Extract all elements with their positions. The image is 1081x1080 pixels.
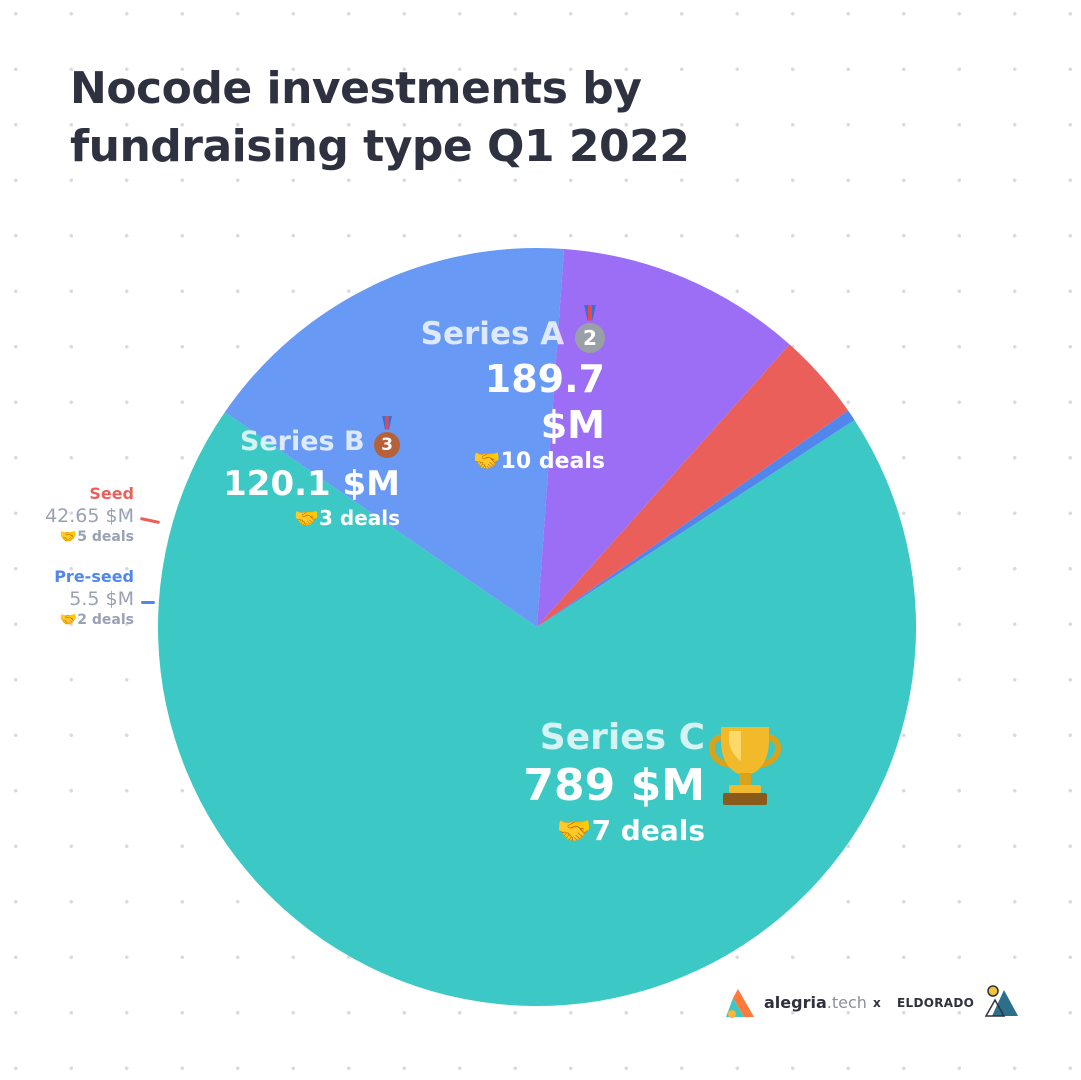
alegria-logo-icon (726, 989, 754, 1018)
handshake-icon: 🤝 (473, 449, 501, 474)
seed-deals: 5 deals (77, 529, 134, 545)
pie-slice-pre-seed (537, 410, 855, 627)
series-b-label: Series B 3 120.1 $M 🤝3 deals (200, 415, 400, 532)
series-a-label: Series A 2 189.7 $M 🤝10 deals (410, 304, 605, 476)
pre-seed-deals: 2 deals (77, 612, 134, 628)
pre-seed-label: Pre-seed 5.5 $M 🤝2 deals (20, 567, 134, 629)
title-line-2: fundraising type Q1 2022 (70, 121, 690, 172)
series-a-deals: 10 deals (500, 449, 605, 474)
bronze-medal-icon: 3 (374, 415, 400, 458)
series-c-name: Series C (539, 717, 705, 758)
silver-medal-icon: 2 (575, 304, 605, 353)
series-c-deals: 7 deals (591, 814, 705, 847)
series-b-deals: 3 deals (318, 506, 400, 530)
medal-rank: 2 (575, 322, 605, 353)
series-a-value: 189.7 $M (484, 357, 605, 447)
alegria-brand-name: alegria (764, 993, 827, 1012)
handshake-icon: 🤝 (59, 529, 78, 545)
pre-seed-value: 5.5 $M (69, 588, 134, 610)
pre-seed-leader-line (141, 601, 155, 604)
pre-seed-name: Pre-seed (54, 567, 134, 586)
handshake-icon: 🤝 (556, 814, 592, 847)
pie-slice-series-c (158, 412, 917, 1007)
series-b-name: Series B (239, 426, 365, 457)
eldorado-brand: ELDORADO (897, 996, 975, 1010)
series-a-name: Series A (420, 316, 565, 352)
alegria-brand: alegria.tech (764, 992, 867, 1014)
title-line-1: Nocode investments by (70, 63, 642, 114)
seed-label: Seed 42.65 $M 🤝5 deals (20, 484, 134, 546)
series-c-value: 789 $M (523, 760, 705, 811)
eldorado-logo-icon (984, 985, 1018, 1017)
pie-slice-seed (537, 344, 849, 627)
handshake-icon: 🤝 (59, 612, 78, 628)
series-b-value: 120.1 $M (223, 464, 400, 504)
handshake-icon: 🤝 (294, 506, 319, 530)
brand-separator: x (873, 996, 881, 1010)
chart-title: Nocode investments by fundraising type Q… (70, 60, 870, 176)
seed-value: 42.65 $M (45, 505, 134, 527)
alegria-brand-suffix: .tech (826, 993, 867, 1012)
medal-rank: 3 (374, 431, 400, 458)
trophy-icon (708, 727, 782, 805)
seed-name: Seed (89, 484, 134, 503)
